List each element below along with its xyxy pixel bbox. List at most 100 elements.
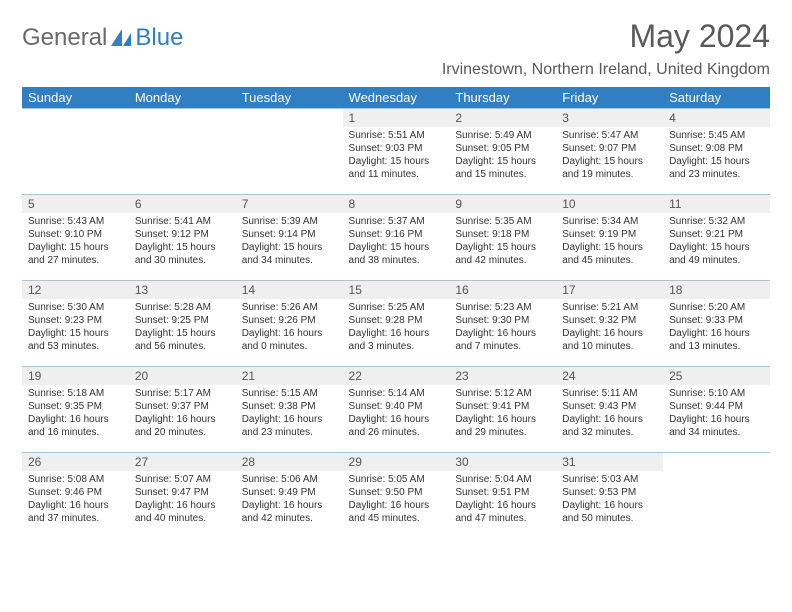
calendar-week-row: 19 Sunrise: 5:18 AMSunset: 9:35 PMDayligh…: [22, 367, 770, 453]
calendar-day-cell: 14 Sunrise: 5:26 AMSunset: 9:26 PMDayligh…: [236, 281, 343, 367]
day-info: Sunrise: 5:21 AMSunset: 9:32 PMDaylight:…: [556, 301, 663, 353]
day-info: Sunrise: 5:25 AMSunset: 9:28 PMDaylight:…: [343, 301, 450, 353]
calendar-day-cell: 7 Sunrise: 5:39 AMSunset: 9:14 PMDaylight…: [236, 195, 343, 281]
day-info: Sunrise: 5:34 AMSunset: 9:19 PMDaylight:…: [556, 215, 663, 267]
calendar-day-cell: 23 Sunrise: 5:12 AMSunset: 9:41 PMDayligh…: [449, 367, 556, 453]
day-info: Sunrise: 5:30 AMSunset: 9:23 PMDaylight:…: [22, 301, 129, 353]
calendar-day-cell: 8Sunrise: 5:37 AMSunset: 9:16 PMDaylight…: [343, 195, 450, 281]
calendar-day-cell: 10 Sunrise: 5:34 AMSunset: 9:19 PMDayligh…: [556, 195, 663, 281]
day-number: 28: [236, 453, 343, 471]
day-number: 6: [129, 195, 236, 213]
day-info: Sunrise: 5:39 AMSunset: 9:14 PMDaylight:…: [236, 215, 343, 267]
calendar-day-cell: ..: [663, 453, 770, 539]
day-info: Sunrise: 5:20 AMSunset: 9:33 PMDaylight:…: [663, 301, 770, 353]
day-number: 19: [22, 367, 129, 385]
logo-text-blue: Blue: [135, 24, 183, 52]
calendar-day-cell: 16Sunrise: 5:23 AMSunset: 9:30 PMDayligh…: [449, 281, 556, 367]
calendar-day-cell: 21 Sunrise: 5:15 AMSunset: 9:38 PMDayligh…: [236, 367, 343, 453]
calendar-day-cell: ..: [236, 109, 343, 195]
calendar-day-cell: 5Sunrise: 5:43 AMSunset: 9:10 PMDaylight…: [22, 195, 129, 281]
day-info: Sunrise: 5:08 AMSunset: 9:46 PMDaylight:…: [22, 473, 129, 525]
day-number: 31: [556, 453, 663, 471]
logo-text-general: General: [22, 24, 107, 52]
day-number: 30: [449, 453, 556, 471]
calendar-day-cell: 2 Sunrise: 5:49 AMSunset: 9:05 PMDaylight…: [449, 109, 556, 195]
calendar-day-cell: 6 Sunrise: 5:41 AMSunset: 9:12 PMDaylight…: [129, 195, 236, 281]
day-of-week-header: Thursday: [449, 87, 556, 109]
month-title: May 2024: [442, 18, 770, 55]
day-info: Sunrise: 5:35 AMSunset: 9:18 PMDaylight:…: [449, 215, 556, 267]
day-info: Sunrise: 5:15 AMSunset: 9:38 PMDaylight:…: [236, 387, 343, 439]
logo-sail-icon: [111, 29, 133, 47]
day-info: Sunrise: 5:11 AMSunset: 9:43 PMDaylight:…: [556, 387, 663, 439]
day-of-week-header: Monday: [129, 87, 236, 109]
calendar-day-cell: ..: [22, 109, 129, 195]
calendar-day-cell: 15 Sunrise: 5:25 AMSunset: 9:28 PMDayligh…: [343, 281, 450, 367]
day-number: 1: [343, 109, 450, 127]
day-of-week-header: Sunday: [22, 87, 129, 109]
calendar-day-cell: 12 Sunrise: 5:30 AMSunset: 9:23 PMDayligh…: [22, 281, 129, 367]
calendar-body: ......1Sunrise: 5:51 AMSunset: 9:03 PMDa…: [22, 109, 770, 539]
calendar-day-cell: 19 Sunrise: 5:18 AMSunset: 9:35 PMDayligh…: [22, 367, 129, 453]
calendar-week-row: 12 Sunrise: 5:30 AMSunset: 9:23 PMDayligh…: [22, 281, 770, 367]
calendar-week-row: 5Sunrise: 5:43 AMSunset: 9:10 PMDaylight…: [22, 195, 770, 281]
calendar-day-cell: 29Sunrise: 5:05 AMSunset: 9:50 PMDayligh…: [343, 453, 450, 539]
day-number: 8: [343, 195, 450, 213]
calendar-day-cell: 25 Sunrise: 5:10 AMSunset: 9:44 PMDayligh…: [663, 367, 770, 453]
day-of-week-row: SundayMondayTuesdayWednesdayThursdayFrid…: [22, 87, 770, 109]
day-of-week-header: Wednesday: [343, 87, 450, 109]
day-number: 10: [556, 195, 663, 213]
day-number: 18: [663, 281, 770, 299]
day-info: Sunrise: 5:41 AMSunset: 9:12 PMDaylight:…: [129, 215, 236, 267]
calendar-day-cell: 3 Sunrise: 5:47 AMSunset: 9:07 PMDaylight…: [556, 109, 663, 195]
calendar-day-cell: 30 Sunrise: 5:04 AMSunset: 9:51 PMDayligh…: [449, 453, 556, 539]
day-number: 25: [663, 367, 770, 385]
day-info: Sunrise: 5:43 AMSunset: 9:10 PMDaylight:…: [22, 215, 129, 267]
day-number: 21: [236, 367, 343, 385]
calendar-week-row: 26 Sunrise: 5:08 AMSunset: 9:46 PMDayligh…: [22, 453, 770, 539]
day-number: 2: [449, 109, 556, 127]
day-number: 17: [556, 281, 663, 299]
day-info: Sunrise: 5:14 AMSunset: 9:40 PMDaylight:…: [343, 387, 450, 439]
calendar-day-cell: 20 Sunrise: 5:17 AMSunset: 9:37 PMDayligh…: [129, 367, 236, 453]
day-number: 3: [556, 109, 663, 127]
header-row: General Blue May 2024 Irvinestown, North…: [22, 18, 770, 79]
day-number: 4: [663, 109, 770, 127]
calendar-day-cell: 17 Sunrise: 5:21 AMSunset: 9:32 PMDayligh…: [556, 281, 663, 367]
day-info: Sunrise: 5:17 AMSunset: 9:37 PMDaylight:…: [129, 387, 236, 439]
day-info: Sunrise: 5:49 AMSunset: 9:05 PMDaylight:…: [449, 129, 556, 181]
day-info: Sunrise: 5:05 AMSunset: 9:50 PMDaylight:…: [343, 473, 450, 525]
day-number: 7: [236, 195, 343, 213]
calendar-day-cell: 18 Sunrise: 5:20 AMSunset: 9:33 PMDayligh…: [663, 281, 770, 367]
day-number: 12: [22, 281, 129, 299]
calendar-day-cell: 13 Sunrise: 5:28 AMSunset: 9:25 PMDayligh…: [129, 281, 236, 367]
calendar-day-cell: 28Sunrise: 5:06 AMSunset: 9:49 PMDayligh…: [236, 453, 343, 539]
calendar-day-cell: 24Sunrise: 5:11 AMSunset: 9:43 PMDayligh…: [556, 367, 663, 453]
day-number: 23: [449, 367, 556, 385]
calendar-table: SundayMondayTuesdayWednesdayThursdayFrid…: [22, 87, 770, 539]
day-info: Sunrise: 5:03 AMSunset: 9:53 PMDaylight:…: [556, 473, 663, 525]
calendar-day-cell: 9Sunrise: 5:35 AMSunset: 9:18 PMDaylight…: [449, 195, 556, 281]
day-info: Sunrise: 5:23 AMSunset: 9:30 PMDaylight:…: [449, 301, 556, 353]
calendar-day-cell: 31 Sunrise: 5:03 AMSunset: 9:53 PMDayligh…: [556, 453, 663, 539]
day-number: 13: [129, 281, 236, 299]
day-info: Sunrise: 5:26 AMSunset: 9:26 PMDaylight:…: [236, 301, 343, 353]
day-info: Sunrise: 5:04 AMSunset: 9:51 PMDaylight:…: [449, 473, 556, 525]
day-info: Sunrise: 5:12 AMSunset: 9:41 PMDaylight:…: [449, 387, 556, 439]
day-info: Sunrise: 5:10 AMSunset: 9:44 PMDaylight:…: [663, 387, 770, 439]
day-number: 14: [236, 281, 343, 299]
calendar-day-cell: 22Sunrise: 5:14 AMSunset: 9:40 PMDayligh…: [343, 367, 450, 453]
day-info: Sunrise: 5:18 AMSunset: 9:35 PMDaylight:…: [22, 387, 129, 439]
day-number: 15: [343, 281, 450, 299]
day-info: Sunrise: 5:45 AMSunset: 9:08 PMDaylight:…: [663, 129, 770, 181]
location: Irvinestown, Northern Ireland, United Ki…: [442, 61, 770, 79]
day-number: 20: [129, 367, 236, 385]
title-block: May 2024 Irvinestown, Northern Ireland, …: [442, 18, 770, 79]
day-info: Sunrise: 5:28 AMSunset: 9:25 PMDaylight:…: [129, 301, 236, 353]
calendar-day-cell: ..: [129, 109, 236, 195]
day-info: Sunrise: 5:47 AMSunset: 9:07 PMDaylight:…: [556, 129, 663, 181]
calendar-day-cell: 26 Sunrise: 5:08 AMSunset: 9:46 PMDayligh…: [22, 453, 129, 539]
calendar-day-cell: 27Sunrise: 5:07 AMSunset: 9:47 PMDayligh…: [129, 453, 236, 539]
calendar-day-cell: 1Sunrise: 5:51 AMSunset: 9:03 PMDaylight…: [343, 109, 450, 195]
day-number: 26: [22, 453, 129, 471]
